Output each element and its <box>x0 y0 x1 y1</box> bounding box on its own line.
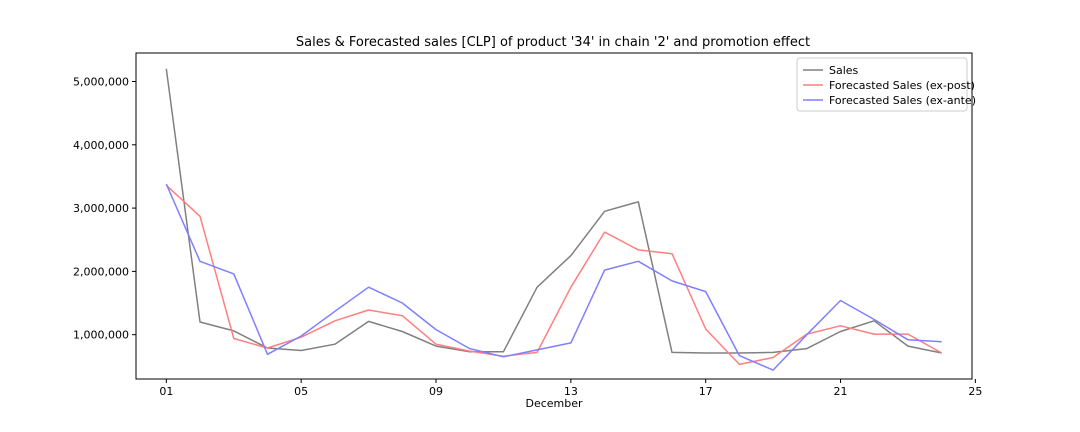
y-tick-label: 2,000,000 <box>73 265 129 278</box>
x-tick-label: 01 <box>159 385 173 398</box>
y-axis: 1,000,000 2,000,000 3,000,000 4,000,000 5,00… <box>73 75 136 342</box>
legend-box <box>796 57 968 112</box>
y-tick-label: 4,000,000 <box>73 139 129 152</box>
x-tick-label: 25 <box>968 385 982 398</box>
series-line-1 <box>165 68 942 354</box>
legend-label: Forecasted Sales (ex-ante) <box>829 94 976 107</box>
chart-title: Sales & Forecasted sales [CLP] of produc… <box>296 35 810 50</box>
x-tick-label: 09 <box>429 385 443 398</box>
legend: Sales Forecasted Sales (ex-post) Forecaste… <box>796 57 976 112</box>
y-tick-label: 5,000,000 <box>73 75 129 88</box>
legend-label: Forecasted Sales (ex-post) <box>829 79 975 92</box>
plot-area <box>165 68 943 371</box>
x-tick-label: 13 <box>564 385 578 398</box>
x-axis-label: December <box>525 397 583 410</box>
x-tick-label: 21 <box>834 385 848 398</box>
x-tick-label: 05 <box>294 385 308 398</box>
series-line-3 <box>165 183 942 371</box>
x-axis: 01 05 09 13 17 21 25 <box>159 379 982 398</box>
legend-label: Sales <box>829 64 859 77</box>
x-tick-label: 17 <box>699 385 713 398</box>
series-line-2 <box>165 184 943 366</box>
y-tick-label: 3,000,000 <box>73 202 129 215</box>
y-tick-label: 1,000,000 <box>73 329 129 342</box>
plot-frame <box>135 52 973 380</box>
